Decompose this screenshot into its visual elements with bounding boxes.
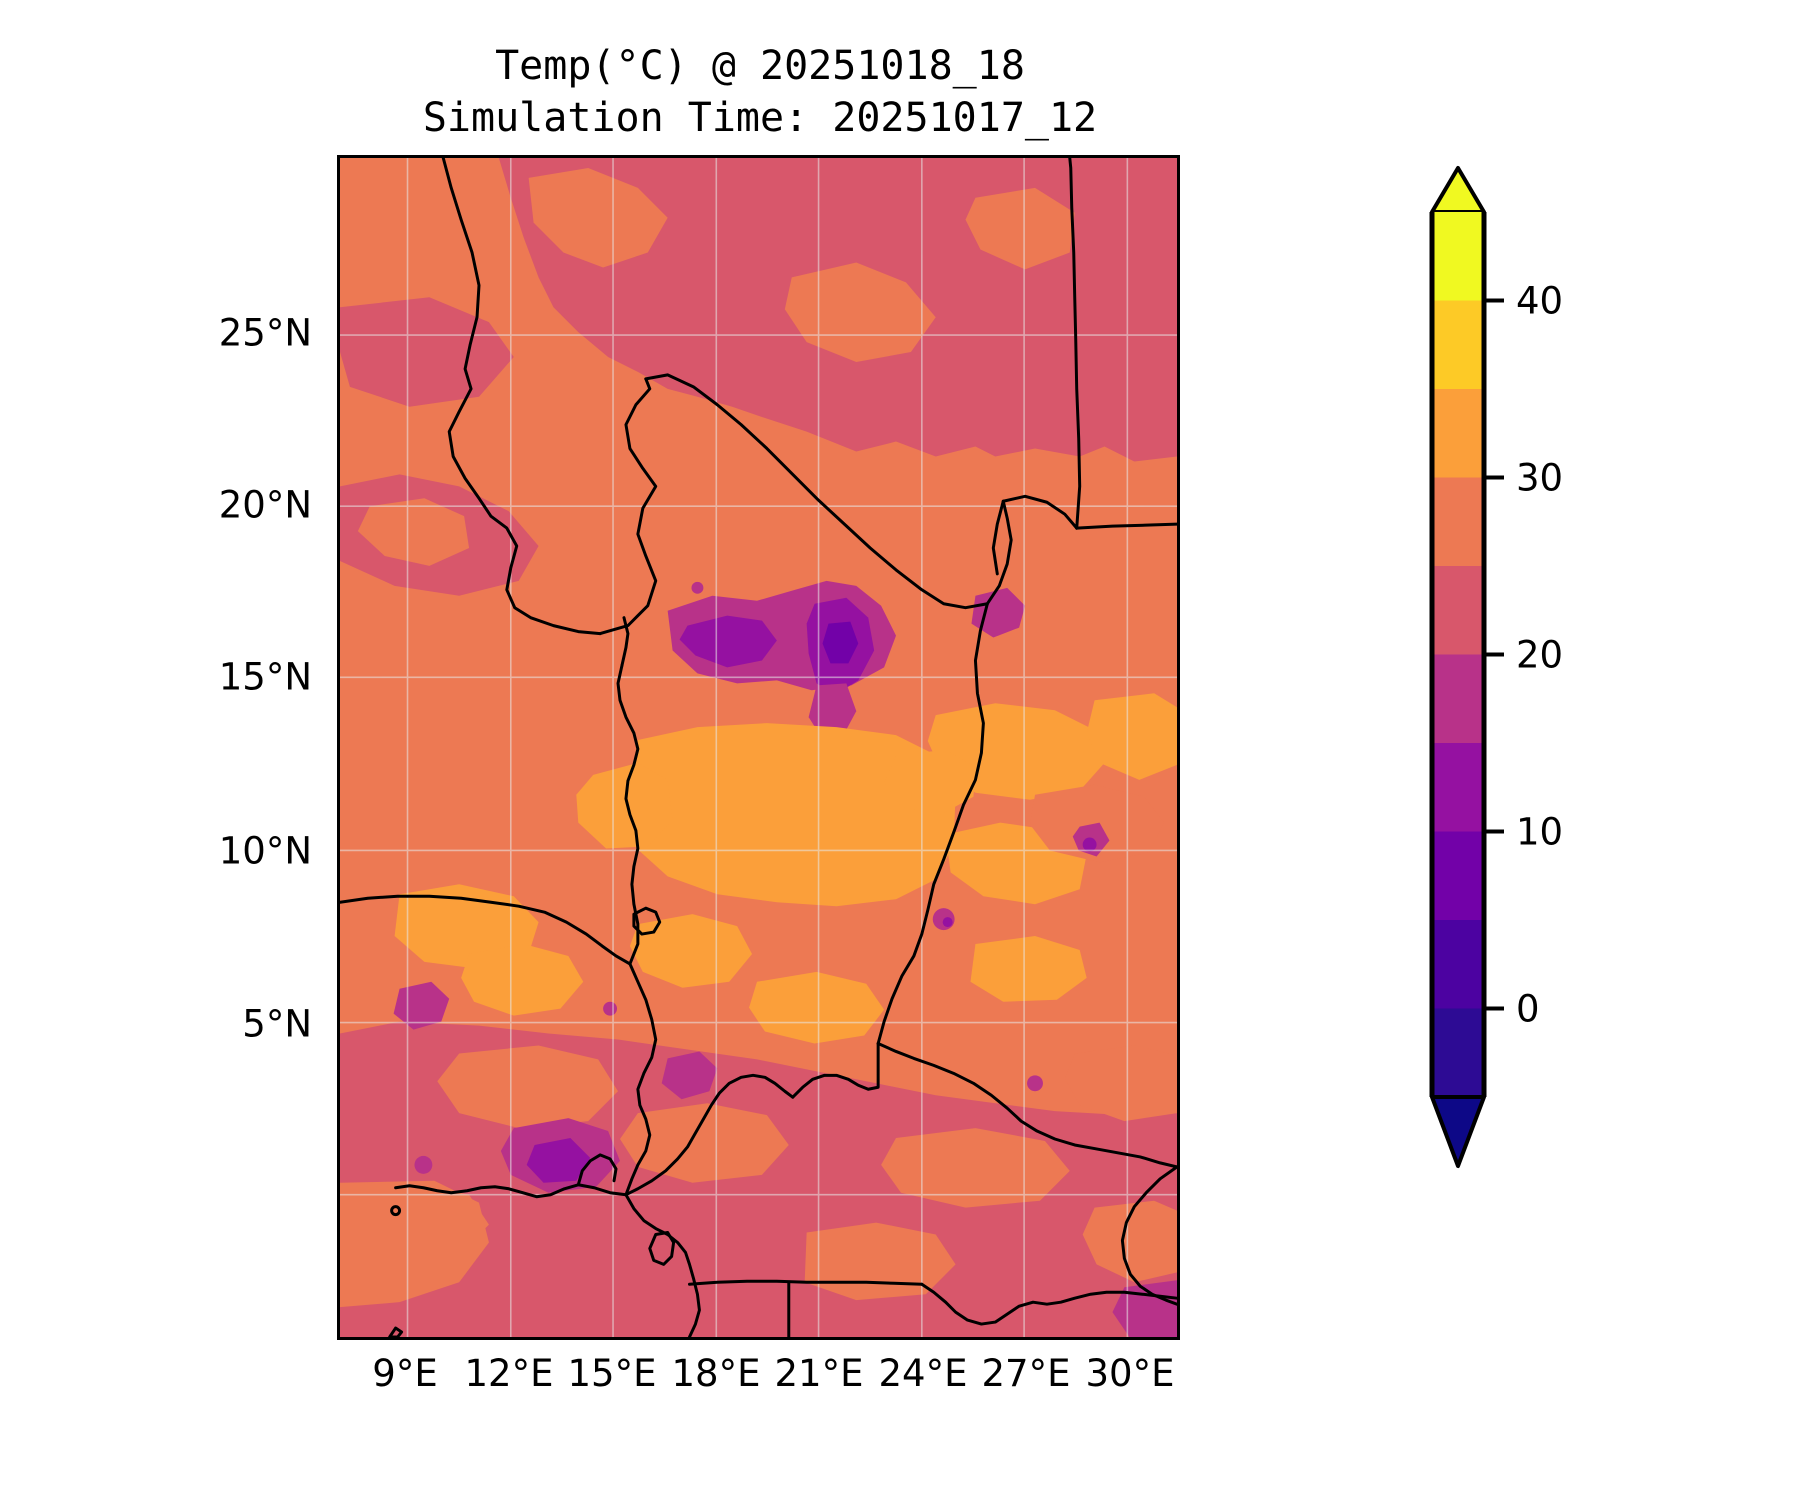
colorbar-under-arrow — [1430, 1095, 1486, 1168]
xtick-label-21E: 21°E — [774, 1352, 864, 1395]
colorbar-gradient — [1429, 166, 1504, 1168]
title-line-2: Simulation Time: 20251017_12 — [422, 95, 1098, 141]
xtick-label-18E: 18°E — [671, 1352, 761, 1395]
colorbar-label-20: 20 — [1516, 633, 1564, 676]
figure-title: Temp(°C) @ 20251018_18 Simulation Time: … — [0, 40, 1520, 144]
xtick-label-24E: 24°E — [878, 1352, 968, 1395]
colorbar-over-arrow — [1430, 166, 1486, 214]
xtick-label-15E: 15°E — [567, 1352, 657, 1395]
map-data-layer: .c15{fill:#9511a1} /* 15-20 */ .c20{fill… — [340, 158, 1177, 1337]
ytick-label-15N: 15°N — [218, 655, 312, 699]
ytick-label-5N: 5°N — [242, 1002, 312, 1046]
xtick-label-30E: 30°E — [1085, 1352, 1175, 1395]
ytick-label-20N: 20°N — [218, 483, 312, 527]
map-plot-area[interactable]: .c15{fill:#9511a1} /* 15-20 */ .c20{fill… — [337, 155, 1180, 1340]
colorbar-ticks — [1484, 298, 1504, 1011]
temperature-field: .c15{fill:#9511a1} /* 15-20 */ .c20{fill… — [340, 158, 1177, 1337]
xtick-label-9E: 9°E — [372, 1352, 438, 1395]
colorbar-label-30: 30 — [1516, 456, 1564, 499]
map-gridlines — [340, 158, 1177, 1337]
colorbar[interactable]: 40 30 20 10 0 — [1424, 152, 1563, 1182]
ytick-label-25N: 25°N — [218, 311, 312, 355]
xtick-label-12E: 12°E — [464, 1352, 554, 1395]
colorbar-label-40: 40 — [1516, 279, 1564, 322]
colorbar-label-10: 10 — [1516, 810, 1564, 853]
ytick-label-10N: 10°N — [218, 829, 312, 873]
xtick-label-27E: 27°E — [981, 1352, 1071, 1395]
colorbar-label-0: 0 — [1516, 987, 1540, 1030]
country-borders — [340, 158, 1177, 1337]
title-line-1: Temp(°C) @ 20251018_18 — [495, 43, 1025, 89]
